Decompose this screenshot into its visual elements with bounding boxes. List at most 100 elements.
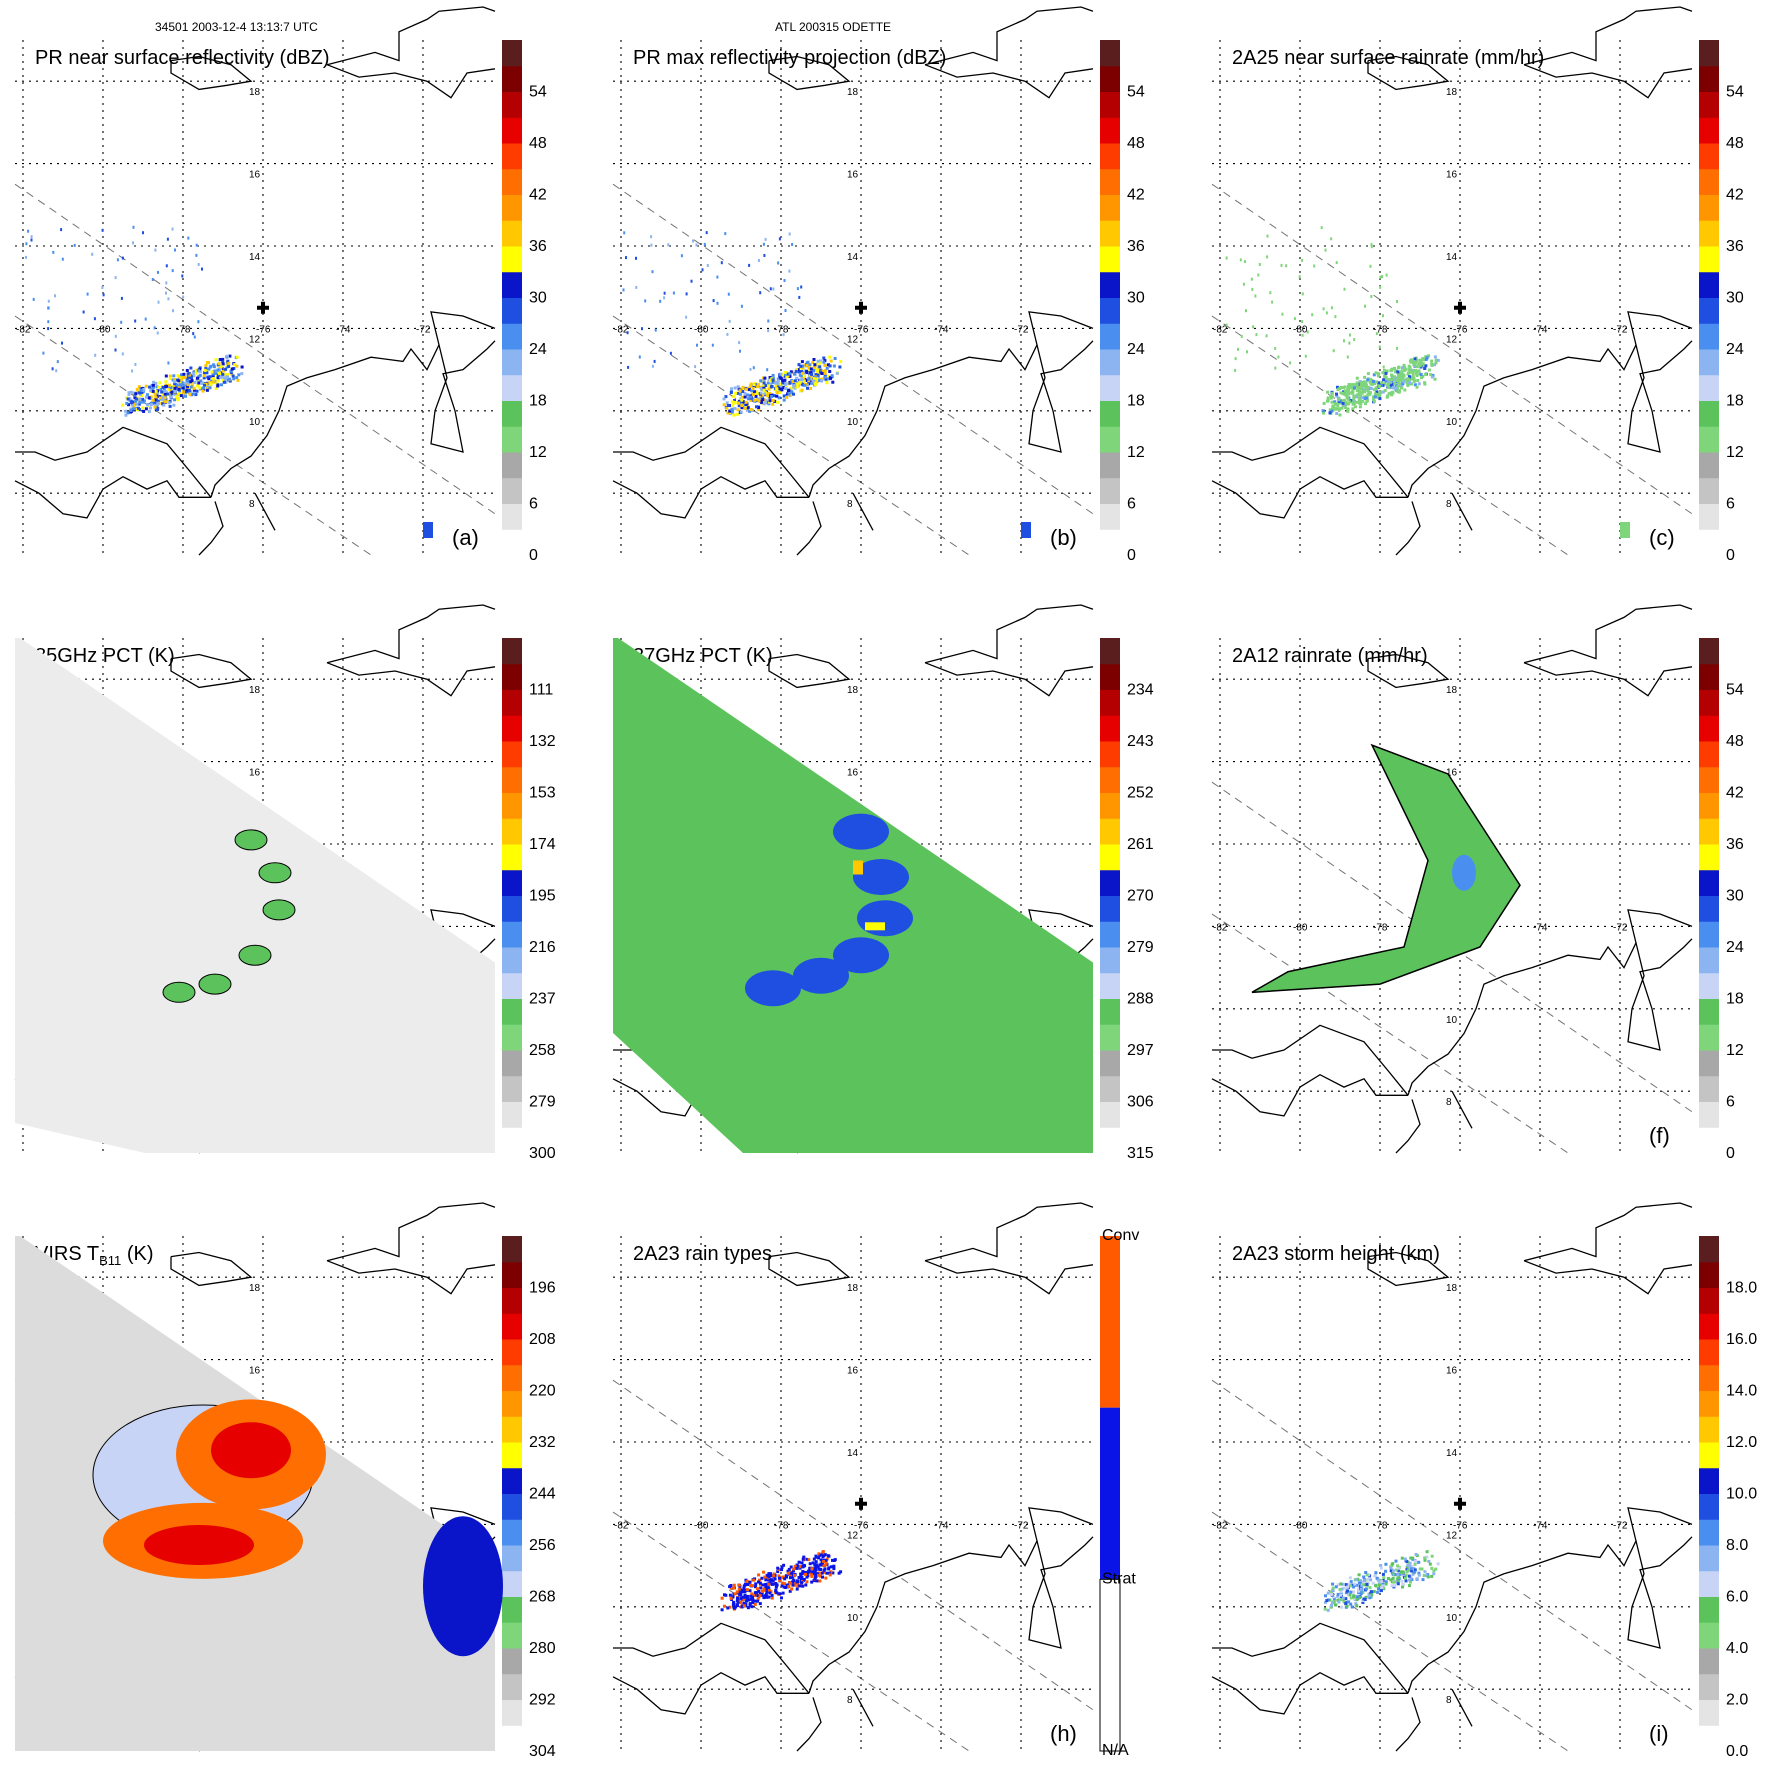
coastline xyxy=(612,475,809,519)
colorbar-segment xyxy=(502,689,522,716)
colorbar-segment xyxy=(1699,1050,1719,1077)
colorbar-tick-label: 279 xyxy=(529,1094,556,1111)
colorbar-segment xyxy=(1699,477,1719,504)
lat-tick-label: 16 xyxy=(1446,170,1458,181)
storm-center-marker xyxy=(855,1497,867,1510)
storm-center-marker xyxy=(855,301,867,314)
panel-h: -82 -80 -78 -76 -74 -72 8 10 12 14 16 18 2A23 rain t… xyxy=(612,1202,1139,1759)
colorbar-segment xyxy=(1100,895,1120,922)
colorbar-segment xyxy=(1100,638,1120,665)
colorbar-segment xyxy=(1100,426,1120,453)
panel-letter: (c) xyxy=(1649,525,1675,550)
colorbar-segment xyxy=(1699,1725,1719,1752)
colorbar-tick-label: 36 xyxy=(1127,238,1145,255)
colorbar-segment xyxy=(502,400,522,427)
colorbar-segment xyxy=(1699,1467,1719,1494)
colorbar-tick-label: 261 xyxy=(1127,836,1154,853)
colorbar-segment xyxy=(1100,168,1120,195)
colorbar-tick-label: 42 xyxy=(1726,785,1744,802)
colorbar-segment xyxy=(502,1570,522,1597)
lat-tick-label: 16 xyxy=(249,170,261,181)
coastline xyxy=(1451,492,1473,531)
colorbar-segment xyxy=(1100,503,1120,530)
colorbar-tick-label: 297 xyxy=(1127,1042,1154,1059)
colorbar-tick-label: 30 xyxy=(529,290,547,307)
colorbar: 300 279 258 237 216 195 174 153 132 111 xyxy=(502,638,556,1162)
colorbar-segment xyxy=(1699,426,1719,453)
lon-tick-label: -76 xyxy=(256,324,271,335)
colorbar-segment xyxy=(1100,1050,1120,1077)
coastline xyxy=(612,1671,809,1715)
colorbar-segment xyxy=(1100,40,1120,67)
lon-tick-label: -72 xyxy=(416,324,431,335)
colorbar-tick-label: Strat xyxy=(1102,1570,1136,1587)
coastline xyxy=(326,662,496,697)
colorbar-segment xyxy=(502,323,522,350)
coastline xyxy=(924,1260,1094,1295)
colorbar-tick-label: 237 xyxy=(529,991,556,1008)
lat-tick-label: 10 xyxy=(847,417,859,428)
colorbar-tick-label: 6 xyxy=(529,496,538,513)
lon-tick-label: -78 xyxy=(1373,922,1388,933)
colorbar-segment xyxy=(1699,349,1719,376)
colorbar-tick-label: 48 xyxy=(1127,135,1145,152)
colorbar-segment xyxy=(502,818,522,845)
colorbar-segment xyxy=(502,1127,522,1154)
coastline xyxy=(1523,604,1693,664)
lat-tick-label: 10 xyxy=(847,1613,859,1624)
colorbar-segment xyxy=(502,1467,522,1494)
colorbar-tick-label: 268 xyxy=(529,1589,556,1606)
colorbar-tick-label: 30 xyxy=(1726,290,1744,307)
colorbar-tick-label: 2.0 xyxy=(1726,1692,1748,1709)
lon-tick-label: -82 xyxy=(614,324,629,335)
lat-tick-label: 8 xyxy=(847,499,853,510)
precip-field-f xyxy=(1251,743,1521,994)
colorbar-tick-label: 42 xyxy=(529,187,547,204)
colorbar-segment xyxy=(1100,349,1120,376)
lat-tick-label: 8 xyxy=(249,499,255,510)
colorbar-segment xyxy=(1699,895,1719,922)
lat-tick-label: 12 xyxy=(249,334,261,345)
lon-tick-label: -76 xyxy=(854,324,869,335)
lat-tick-label: 14 xyxy=(1446,252,1458,263)
colorbar-tick-label: 8.0 xyxy=(1726,1537,1748,1554)
colorbar-tick-label: 18 xyxy=(1726,393,1744,410)
lat-tick-label: 16 xyxy=(847,170,859,181)
coastline xyxy=(14,475,211,519)
coastline xyxy=(1407,909,1693,1096)
colorbar-segment xyxy=(1699,921,1719,948)
colorbar-segment xyxy=(1100,844,1120,871)
colorbar-segment xyxy=(1100,998,1120,1025)
panel-title: 2A23 rain types xyxy=(633,1243,772,1265)
panel-title: 37GHz PCT (K) xyxy=(633,645,773,667)
colorbar-segment xyxy=(1100,1101,1120,1128)
lon-tick-label: -82 xyxy=(614,1520,629,1531)
colorbar-tick-label: 0 xyxy=(1127,547,1136,564)
colorbar-segment xyxy=(1100,323,1120,350)
lat-tick-label: 8 xyxy=(1446,1695,1452,1706)
colorbar-segment xyxy=(1100,921,1120,948)
colorbar-segment xyxy=(502,869,522,896)
colorbar-segment xyxy=(1699,1416,1719,1443)
lon-tick-label: -74 xyxy=(1533,1520,1548,1531)
colorbar-segment xyxy=(502,715,522,742)
coastline xyxy=(1367,55,1450,91)
lat-tick-label: 18 xyxy=(249,87,261,98)
colorbar-segment xyxy=(502,921,522,948)
colorbar-tick-label: 18 xyxy=(1127,393,1145,410)
colorbar: 304 292 280 268 256 244 232 220 208 196 xyxy=(502,1236,556,1760)
panel-title: PR max reflectivity projection (dBZ) xyxy=(633,47,946,69)
panel-f: -82-80-78-76-74-72810121416182A12 rainra… xyxy=(1211,604,1744,1162)
colorbar-segment xyxy=(502,452,522,479)
colorbar-segment xyxy=(1100,1075,1120,1102)
colorbar-tick-label: 42 xyxy=(1127,187,1145,204)
coastline xyxy=(326,64,496,99)
colorbar-segment xyxy=(1699,1024,1719,1051)
colorbar-tick-label: 24 xyxy=(1726,341,1744,358)
colorbar-tick-label: 196 xyxy=(529,1280,556,1297)
colorbar-tick-label: 36 xyxy=(1726,238,1744,255)
colorbar-tick-label: 18 xyxy=(529,393,547,410)
coastline xyxy=(768,55,851,91)
colorbar-segment xyxy=(502,271,522,298)
lon-tick-label: -82 xyxy=(16,324,31,335)
